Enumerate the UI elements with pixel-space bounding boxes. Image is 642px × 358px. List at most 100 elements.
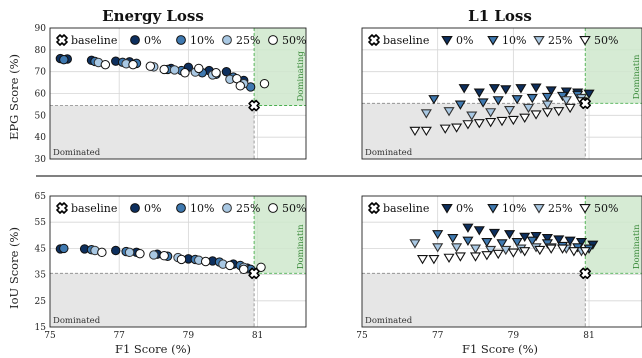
dominating-label: Dominatin bbox=[296, 224, 306, 269]
legend-label: 25% bbox=[548, 202, 572, 215]
legend-marker-10pct bbox=[487, 35, 499, 46]
point-50pct bbox=[519, 247, 531, 257]
baseline-marker bbox=[579, 267, 592, 280]
y-tick-label: 60 bbox=[35, 90, 47, 100]
panel-2: Dominated Dominatin baseline 0% 10% 25% 50% bbox=[361, 27, 642, 160]
legend-label: 10% bbox=[190, 34, 214, 47]
point-50pct bbox=[145, 61, 156, 71]
axes-frame bbox=[361, 195, 642, 328]
legend-label: baseline bbox=[383, 202, 429, 215]
legend-marker-0pct bbox=[130, 203, 140, 213]
legend-label: 0% bbox=[456, 202, 473, 215]
legend-label: baseline bbox=[71, 34, 117, 47]
baseline-marker bbox=[579, 97, 592, 110]
point-50pct bbox=[235, 81, 245, 91]
legend-label: 0% bbox=[456, 34, 473, 47]
point-50pct bbox=[225, 260, 235, 271]
y-axis-label-epg: EPG Score (%) bbox=[7, 54, 21, 140]
point-50pct bbox=[159, 251, 169, 261]
point-0pct bbox=[458, 84, 470, 94]
legend-marker-25pct bbox=[222, 203, 232, 213]
point-50pct bbox=[416, 255, 429, 265]
point-10pct bbox=[428, 95, 440, 105]
title-energy-loss: Energy Loss bbox=[102, 7, 204, 25]
legend-marker-baseline bbox=[368, 202, 380, 214]
point-50pct bbox=[97, 247, 107, 258]
legend-marker-0pct bbox=[130, 35, 140, 45]
point-25pct bbox=[469, 244, 482, 254]
point-50pct bbox=[420, 126, 432, 137]
point-50pct bbox=[579, 247, 591, 257]
x-axis-label-right: F1 Score (%) bbox=[462, 342, 538, 356]
point-0pct bbox=[500, 85, 512, 95]
point-0pct bbox=[545, 86, 557, 96]
y-tick-label: 40 bbox=[35, 133, 47, 143]
axes-frame bbox=[49, 195, 307, 328]
point-50pct bbox=[473, 119, 485, 129]
point-25pct bbox=[149, 250, 159, 260]
point-50pct bbox=[462, 120, 474, 130]
point-25pct bbox=[503, 106, 516, 116]
y-tick-label: 25 bbox=[35, 297, 47, 307]
point-50pct bbox=[454, 252, 466, 262]
dominating-label: Dominatin bbox=[632, 54, 642, 99]
point-50pct bbox=[135, 248, 145, 259]
point-10pct bbox=[496, 239, 508, 249]
point-50pct bbox=[507, 115, 519, 126]
y-tick-label: 65 bbox=[35, 192, 47, 202]
point-0pct bbox=[473, 226, 485, 236]
legend-label: 10% bbox=[190, 202, 214, 215]
point-50pct bbox=[443, 253, 455, 264]
baseline-marker bbox=[248, 267, 260, 280]
legend-label: 25% bbox=[548, 34, 572, 47]
point-0pct bbox=[111, 245, 121, 256]
dominated-region bbox=[362, 273, 586, 327]
point-25pct bbox=[485, 108, 497, 118]
point-25pct bbox=[560, 96, 572, 106]
plot-area: Dominated Dominating bbox=[50, 28, 306, 159]
y-tick-label: 45 bbox=[35, 244, 47, 254]
point-25pct bbox=[443, 107, 455, 117]
legend-marker-25pct bbox=[222, 35, 232, 45]
point-25pct bbox=[169, 65, 180, 75]
point-50pct bbox=[211, 68, 221, 78]
legend-marker-0pct bbox=[441, 35, 453, 46]
legend-marker-50pct bbox=[579, 203, 591, 214]
point-50pct bbox=[256, 262, 266, 272]
point-10pct bbox=[511, 237, 523, 248]
dominating-label: Dominatin bbox=[632, 224, 642, 269]
dominated-region bbox=[50, 105, 255, 159]
legend-marker-0pct bbox=[441, 203, 453, 214]
x-tick-label: 81 bbox=[583, 331, 594, 341]
point-50pct bbox=[496, 116, 508, 127]
y-tick-label: 15 bbox=[35, 323, 47, 333]
point-50pct bbox=[451, 123, 463, 133]
y-tick-label: 90 bbox=[35, 24, 47, 34]
plot-area: Dominated Dominatin bbox=[362, 196, 642, 327]
dominating-region bbox=[254, 196, 306, 274]
point-10pct bbox=[511, 95, 523, 105]
point-50pct bbox=[469, 252, 482, 262]
legend-label: baseline bbox=[71, 202, 117, 215]
x-tick-label: 75 bbox=[356, 331, 368, 341]
point-25pct bbox=[451, 243, 463, 253]
point-50pct bbox=[409, 126, 421, 137]
point-0pct bbox=[473, 88, 485, 98]
x-tick-label: 77 bbox=[432, 331, 444, 341]
x-tick-label: 79 bbox=[508, 331, 520, 341]
legend-label: 50% bbox=[594, 34, 618, 47]
point-10pct bbox=[526, 94, 538, 104]
legend-marker-10pct bbox=[176, 203, 186, 213]
point-50pct bbox=[481, 251, 493, 261]
legend-marker-10pct bbox=[487, 203, 499, 214]
point-25pct bbox=[522, 103, 535, 114]
point-50pct bbox=[100, 59, 111, 70]
point-50pct bbox=[259, 78, 270, 89]
x-tick-label: 79 bbox=[183, 331, 195, 341]
point-50pct bbox=[428, 255, 440, 265]
point-50pct bbox=[534, 245, 546, 256]
legend-marker-50pct bbox=[579, 35, 591, 46]
axes-frame bbox=[49, 27, 307, 160]
legend-label: 25% bbox=[236, 202, 260, 215]
point-50pct bbox=[485, 118, 497, 128]
